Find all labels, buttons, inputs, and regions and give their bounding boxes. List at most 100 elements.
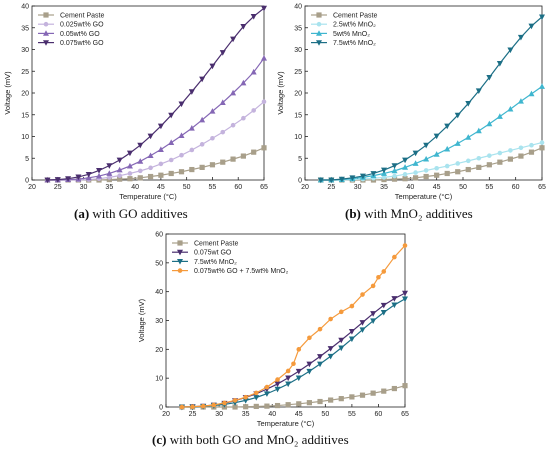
data-point: [392, 254, 397, 260]
data-point: [359, 327, 366, 333]
data-point: [117, 173, 122, 178]
legend-label: 0.075wt GO: [194, 250, 232, 257]
data-point: [106, 170, 113, 176]
data-point: [381, 175, 387, 180]
data-point: [317, 326, 323, 332]
data-point: [274, 381, 281, 388]
data-point: [199, 164, 205, 170]
data-point: [250, 14, 257, 20]
data-point: [274, 402, 281, 409]
data-point: [381, 388, 387, 394]
chart-svg-mno2: 20 25 30 35 40 45 50 55 60 650510152025303540Temp…: [276, 4, 546, 202]
x-tick-label: 30: [215, 411, 223, 418]
data-point: [285, 402, 291, 408]
legend-marker: [177, 268, 183, 273]
data-point: [328, 177, 335, 184]
x-tick-label: 20: [28, 184, 36, 191]
y-tick-label: 50: [155, 260, 163, 267]
data-point: [402, 164, 409, 170]
y-tick-label: 60: [155, 232, 163, 239]
x-tick-label: 40: [268, 411, 276, 418]
chart-panel-go: 20 25 30 35 40 45 50 55 60 65 0 5 10 15 20 25 30 35 40 Temp…: [0, 0, 272, 202]
data-point: [261, 99, 267, 104]
data-point: [126, 162, 133, 169]
data-point: [219, 99, 226, 105]
legend-label: 0.025wt% GO: [60, 22, 104, 29]
data-point: [253, 390, 259, 396]
data-point: [274, 386, 281, 393]
caption-b: (b) with MnO₂ additives: [345, 206, 473, 222]
data-point: [306, 368, 313, 375]
data-point: [359, 392, 366, 398]
data-point: [444, 145, 451, 152]
legend-marker: [316, 30, 322, 36]
y-tick-label: 10: [21, 134, 29, 141]
x-tick-label: 35: [380, 184, 388, 191]
legend-marker: [316, 21, 322, 27]
data-point: [117, 176, 123, 182]
data-point: [168, 139, 175, 145]
data-point: [539, 145, 545, 151]
data-point: [391, 385, 397, 392]
data-point: [380, 310, 387, 316]
data-point: [486, 120, 493, 127]
data-point: [75, 174, 82, 181]
y-tick-label: 40: [294, 4, 302, 11]
data-point: [528, 23, 535, 30]
data-point: [261, 145, 267, 151]
data-point: [497, 150, 503, 156]
data-point: [199, 76, 206, 83]
x-axis-label: Temperature (°C): [395, 192, 453, 201]
caption-a-text: with GO additives: [89, 206, 188, 221]
chart-panel-combined: 20 25 30 35 40 45 50 55 60 65 0 10 20 30 40 50 60 Tempera…: [128, 228, 412, 429]
x-tick-label: 60: [375, 411, 383, 418]
data-point: [188, 89, 195, 95]
data-point: [168, 112, 175, 119]
data-point: [219, 50, 226, 56]
y-axis-label: Voltage (mV): [137, 298, 146, 342]
data-point: [455, 161, 461, 166]
legend-marker: [43, 40, 49, 46]
data-point: [296, 401, 302, 407]
legend-marker: [316, 12, 322, 18]
x-axis-label: Temperature (°C): [119, 192, 177, 201]
caption-a-letter: (a): [74, 206, 90, 221]
data-point: [444, 123, 451, 130]
y-tick-label: 10: [294, 134, 302, 141]
legend-marker: [316, 40, 322, 46]
data-point: [423, 155, 430, 162]
legend-label: 5wt% MnO₂: [333, 31, 370, 38]
data-point: [137, 175, 143, 181]
data-point: [230, 122, 236, 128]
caption-c: (c) with both GO and MnO₂ additives: [152, 432, 349, 448]
data-point: [348, 336, 355, 343]
legend-label: 0.075wt% GO + 7.5wt% MnO₂: [194, 268, 289, 275]
x-tick-label: 20: [162, 411, 170, 418]
data-point: [476, 164, 482, 170]
legend-label: 0.075wt% GO: [60, 40, 104, 47]
data-point: [517, 34, 524, 41]
x-tick-label: 40: [131, 184, 139, 191]
legend-label: 0.05wt% GO: [60, 31, 100, 38]
y-tick-label: 20: [294, 91, 302, 98]
x-tick-label: 50: [459, 184, 467, 191]
data-point: [306, 361, 313, 368]
data-point: [317, 177, 324, 184]
data-point: [210, 135, 215, 141]
data-point: [220, 159, 226, 165]
y-tick-label: 40: [21, 4, 29, 11]
data-point: [476, 155, 482, 161]
chart-panel-mno2: 20 25 30 35 40 45 50 55 60 65 0 5 10 15 20 25 30 35 40 Temp…: [276, 0, 550, 202]
data-point: [250, 68, 257, 75]
data-point: [528, 149, 535, 155]
caption-c-text: with both GO and MnO₂ additives: [166, 432, 349, 447]
legend-label: 2.5wt% MnO₂: [333, 22, 376, 29]
data-point: [251, 108, 256, 113]
data-point: [230, 89, 237, 96]
data-point: [137, 142, 144, 149]
data-point: [230, 36, 237, 43]
data-point: [539, 140, 545, 145]
legend: Cement Paste 2.5wt% MnO₂ 5wt% MnO₂ 7.5wt% M…: [311, 12, 377, 47]
data-point: [380, 302, 387, 309]
data-point: [412, 150, 419, 157]
